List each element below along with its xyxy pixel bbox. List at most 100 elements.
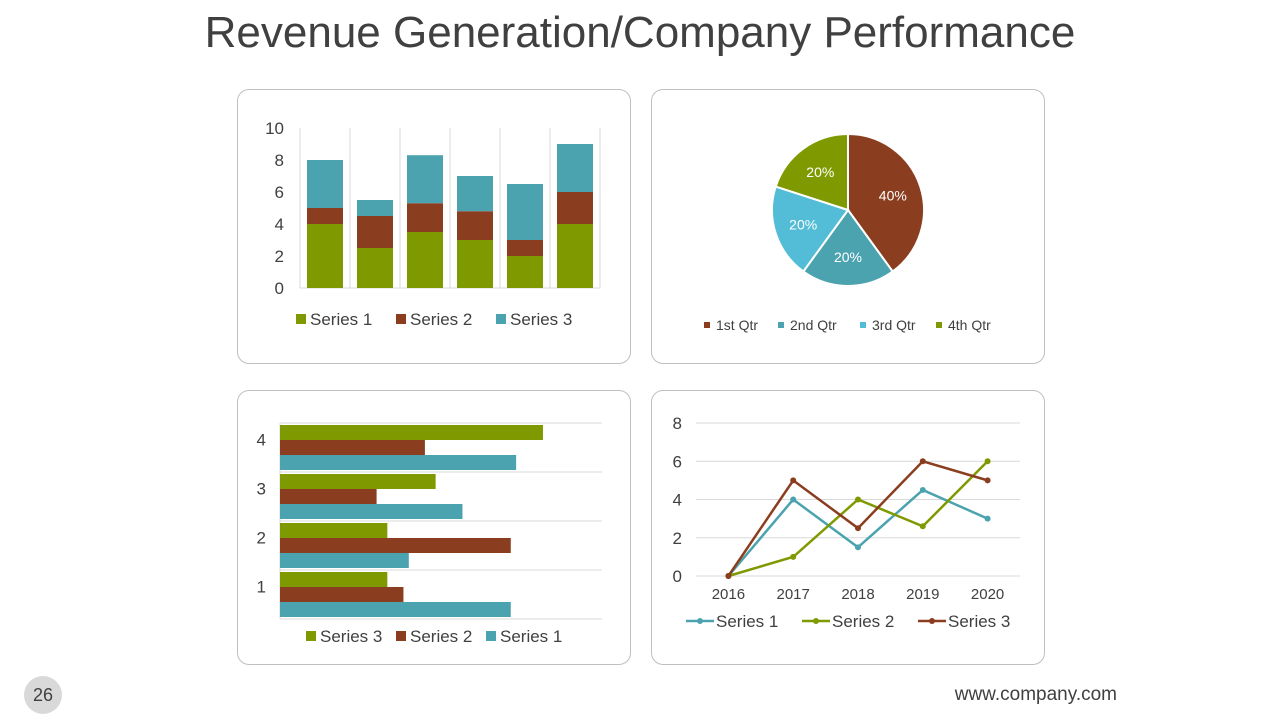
- bar-series-1: [507, 256, 543, 288]
- bar-series-3: [557, 144, 593, 192]
- bar-series-2: [280, 440, 425, 455]
- horizontal-bar-chart: 1 2 3 4 Series 3 Series 2 Series 1: [257, 422, 602, 646]
- bar-series-2: [280, 538, 511, 553]
- data-point: [790, 496, 797, 503]
- pie-chart: 40% 20% 20% 20% 1st Qtr 2nd Qtr 3rd Qtr 4th Qtr: [704, 132, 991, 333]
- bar-series-3: [307, 160, 343, 208]
- pie-slice: [847, 132, 925, 273]
- legend-swatch: [860, 322, 866, 328]
- legend-swatch: [486, 631, 496, 641]
- y-tick-label: 0: [673, 567, 682, 586]
- data-point: [790, 553, 797, 560]
- legend-label: 2nd Qtr: [790, 317, 837, 333]
- legend-label: 1st Qtr: [716, 317, 758, 333]
- footer-url: www.company.com: [954, 684, 1117, 705]
- legend-label: Series 2: [832, 612, 894, 631]
- bar-series-3: [280, 425, 543, 440]
- bar-series-2: [357, 216, 393, 248]
- page-title: Revenue Generation/Company Performance: [204, 8, 1076, 57]
- bar-series-1: [357, 248, 393, 288]
- data-point: [855, 525, 861, 532]
- x-tick-label: 2016: [712, 586, 745, 603]
- bar-series-1: [557, 224, 593, 288]
- bar-series-3: [507, 184, 543, 240]
- horizontal-bar-chart-panel: 1 2 3 4 Series 3 Series 2 Series 1: [237, 390, 631, 665]
- bar-series-2: [507, 240, 543, 256]
- y-tick-label: 8: [673, 414, 682, 433]
- bar-series-1: [280, 553, 409, 568]
- bar-series-1: [280, 602, 511, 617]
- legend-label: Series 3: [948, 612, 1010, 631]
- bar-series-3: [407, 155, 443, 204]
- bar-series-3: [280, 474, 436, 489]
- data-point: [855, 496, 861, 503]
- legend-label: 4th Qtr: [948, 317, 991, 333]
- data-point: [919, 458, 926, 465]
- y-tick-label: 1: [257, 578, 266, 597]
- y-tick-label: 2: [275, 247, 284, 266]
- bar-series-1: [280, 504, 463, 519]
- bar-series-2: [307, 208, 343, 224]
- page-number-badge: 26: [24, 676, 62, 714]
- pie-data-label: 20%: [789, 217, 817, 233]
- legend-swatch: [296, 314, 306, 324]
- bar-series-1: [307, 224, 343, 288]
- legend-label: Series 2: [410, 627, 472, 646]
- legend-label: Series 1: [500, 627, 562, 646]
- x-tick-label: 2020: [971, 586, 1004, 603]
- y-tick-label: 0: [275, 279, 284, 298]
- legend-swatch: [496, 314, 506, 324]
- data-point: [790, 477, 797, 484]
- legend-swatch: [936, 322, 942, 328]
- bar-series-1: [280, 455, 517, 470]
- legend-label: Series 1: [310, 310, 372, 329]
- bar-series-3: [280, 572, 388, 587]
- x-tick-label: 2017: [777, 586, 810, 603]
- legend-swatch: [306, 631, 316, 641]
- y-tick-label: 4: [673, 491, 682, 510]
- y-tick-label: 2: [673, 529, 682, 548]
- y-tick-label: 6: [275, 183, 284, 202]
- data-point: [919, 486, 926, 493]
- legend-label: Series 1: [716, 612, 778, 631]
- bar-series-3: [280, 523, 388, 538]
- bar-series-1: [407, 232, 443, 288]
- y-tick-label: 6: [673, 452, 682, 471]
- y-tick-label: 4: [275, 215, 284, 234]
- y-tick-label: 4: [257, 431, 266, 450]
- legend-swatch: [396, 631, 406, 641]
- legend-label: Series 3: [320, 627, 382, 646]
- y-tick-label: 10: [265, 119, 284, 138]
- stacked-column-chart-panel: 0 2 4 6 8 10 Series 1 Series 2 Series 3: [237, 89, 631, 364]
- pie-slice: [771, 185, 850, 273]
- bar-series-2: [280, 587, 404, 602]
- x-tick-label: 2018: [841, 586, 874, 603]
- pie-slice: [774, 132, 849, 212]
- legend-marker: [929, 618, 935, 624]
- line-chart: 0 2 4 6 8 2016 2017 2018 2019 2020 Series 1 Series …: [673, 414, 1020, 631]
- legend-marker: [697, 618, 703, 624]
- y-tick-label: 2: [257, 529, 266, 548]
- bar-series-3: [357, 200, 393, 216]
- data-point: [919, 523, 926, 530]
- data-point: [984, 458, 991, 465]
- data-point: [725, 573, 732, 579]
- y-tick-label: 8: [275, 151, 284, 170]
- bar-series-2: [557, 192, 593, 224]
- y-tick-label: 3: [257, 480, 266, 499]
- pie-chart-panel: 40% 20% 20% 20% 1st Qtr 2nd Qtr 3rd Qtr 4th Qtr: [651, 89, 1045, 364]
- bar-series-2: [407, 203, 443, 232]
- line-chart-panel: 0 2 4 6 8 2016 2017 2018 2019 2020 Series 1 Series …: [651, 390, 1045, 665]
- legend-label: Series 2: [410, 310, 472, 329]
- x-tick-label: 2019: [906, 586, 939, 603]
- bar-series-3: [457, 176, 493, 212]
- line-series-3: [727, 459, 988, 577]
- bar-series-1: [457, 240, 493, 288]
- legend-swatch: [396, 314, 406, 324]
- line-series-1: [727, 488, 989, 577]
- legend-swatch: [778, 322, 784, 328]
- pie-data-label: 40%: [879, 187, 907, 203]
- pie-slice: [801, 208, 895, 287]
- data-point: [984, 477, 991, 484]
- legend-label: Series 3: [510, 310, 572, 329]
